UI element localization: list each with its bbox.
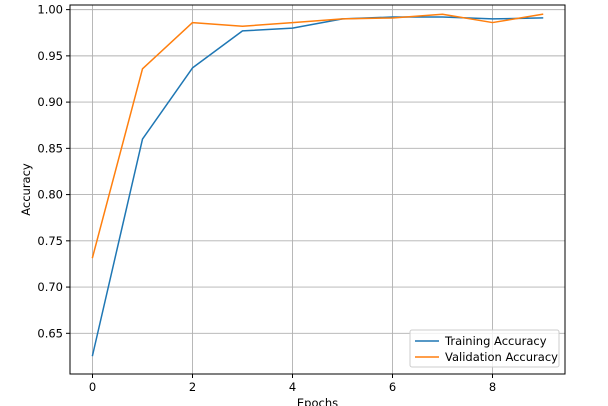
y-tick-label: 1.00 bbox=[37, 3, 63, 17]
x-tick-label: 0 bbox=[89, 380, 96, 394]
plot-area-frame bbox=[69, 4, 566, 375]
x-tick-label: 8 bbox=[489, 380, 496, 394]
grid-lines bbox=[70, 5, 565, 374]
y-tick-label: 0.65 bbox=[37, 326, 63, 340]
y-tick-label: 0.80 bbox=[37, 188, 63, 202]
legend-box bbox=[409, 329, 560, 368]
x-tick-label: 2 bbox=[189, 380, 196, 394]
x-tick-label: 6 bbox=[389, 380, 396, 394]
y-tick-label: 0.90 bbox=[37, 95, 63, 109]
series-lines bbox=[91, 13, 544, 357]
x-axis-ticks: 0 2 4 6 8 bbox=[89, 374, 496, 394]
legend-label-training-accuracy: Training Accuracy bbox=[444, 334, 547, 348]
x-axis-title: Epochs bbox=[297, 396, 338, 406]
series-line-validation-accuracy bbox=[91, 13, 544, 259]
y-tick-label: 0.70 bbox=[37, 280, 63, 294]
series-line-training-accuracy bbox=[91, 16, 544, 357]
y-tick-label: 0.95 bbox=[37, 49, 63, 63]
y-axis-ticks: 0.65 0.70 0.75 0.80 0.85 0.90 0.95 1.00 bbox=[37, 3, 70, 340]
x-tick-label: 4 bbox=[289, 380, 296, 394]
y-tick-label: 0.75 bbox=[37, 234, 63, 248]
y-tick-label: 0.85 bbox=[37, 141, 63, 155]
legend: Training Accuracy Validation Accuracy bbox=[409, 329, 560, 368]
legend-label-validation-accuracy: Validation Accuracy bbox=[445, 350, 558, 364]
y-axis-title: Accuracy bbox=[19, 163, 33, 216]
